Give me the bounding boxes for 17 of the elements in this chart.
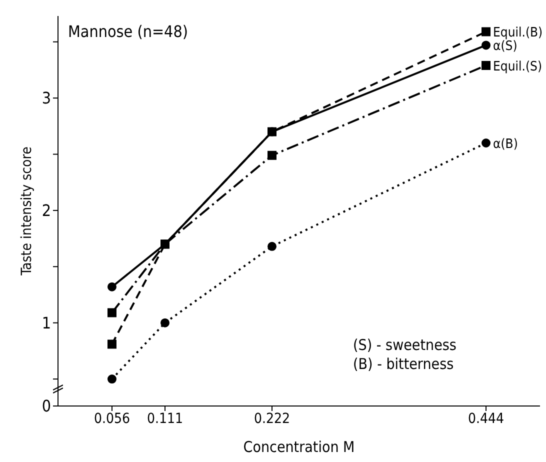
y-tick-label: 2 [42, 201, 51, 220]
y-tick-label: 0 [42, 396, 51, 416]
y-tick-label: 1 [42, 314, 51, 333]
x-axis-title: Concentration M [243, 438, 355, 456]
x-tick-label: 0.222 [254, 410, 290, 427]
series-label: Equil.(S) [493, 59, 542, 74]
chart-title: Mannose (n=48) [68, 22, 188, 41]
series-label: α(B) [493, 137, 518, 152]
x-tick-label: 0.056 [94, 410, 130, 427]
y-axis-title: Taste intensity score [18, 146, 35, 276]
series-label: α(S) [493, 39, 518, 54]
x-tick-label: 0.444 [468, 410, 504, 427]
annotation: (S) - sweetness [353, 336, 456, 355]
series-label: Equil.(B) [493, 26, 543, 41]
x-tick-label: 0.111 [146, 410, 184, 427]
annotation: (B) - bitterness [353, 355, 455, 374]
y-tick-label: 3 [42, 88, 51, 108]
